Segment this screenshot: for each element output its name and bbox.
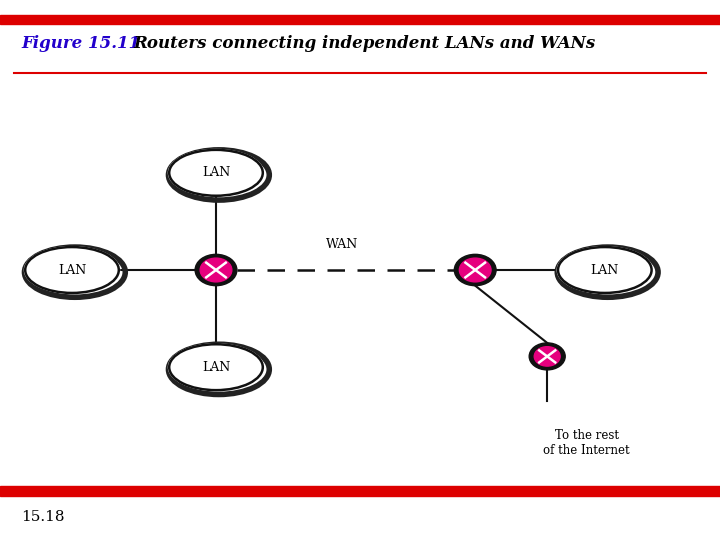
Ellipse shape <box>557 246 653 294</box>
Circle shape <box>454 254 496 286</box>
Circle shape <box>534 347 560 366</box>
Text: 15.18: 15.18 <box>22 510 65 524</box>
Text: LAN: LAN <box>590 264 619 276</box>
Text: Routers connecting independent LANs and WANs: Routers connecting independent LANs and … <box>133 35 595 52</box>
Text: To the rest
of the Internet: To the rest of the Internet <box>544 429 630 457</box>
Ellipse shape <box>25 247 119 293</box>
Circle shape <box>459 258 491 282</box>
Text: Figure 15.11: Figure 15.11 <box>22 35 141 52</box>
Text: LAN: LAN <box>58 264 86 276</box>
Ellipse shape <box>24 246 120 294</box>
Ellipse shape <box>169 150 263 195</box>
Circle shape <box>200 258 232 282</box>
Circle shape <box>529 343 565 370</box>
Text: WAN: WAN <box>326 238 358 251</box>
Text: LAN: LAN <box>202 361 230 374</box>
Circle shape <box>195 254 237 286</box>
Ellipse shape <box>168 343 264 391</box>
Ellipse shape <box>168 148 264 197</box>
Ellipse shape <box>558 247 652 293</box>
Ellipse shape <box>169 345 263 390</box>
Text: LAN: LAN <box>202 166 230 179</box>
